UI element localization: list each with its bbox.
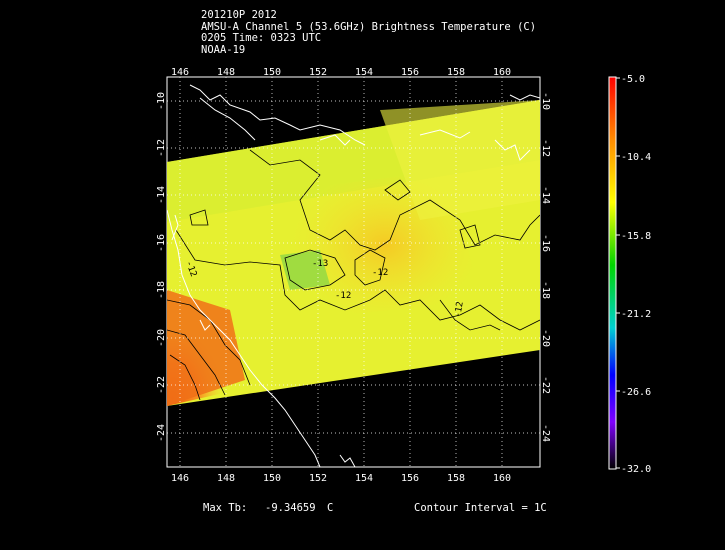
lat-tick-label: -12: [540, 139, 551, 157]
lat-labels-left: -10 -12 -14 -16 -18 -20 -22 -24: [156, 92, 167, 442]
lon-tick-label: 146: [171, 67, 189, 78]
lat-tick-label: -10: [156, 92, 167, 110]
contour-label: -12: [335, 291, 351, 301]
contour-label: -12: [453, 301, 466, 319]
max-tb-label: Max Tb:: [203, 502, 248, 514]
contour-label: -13: [312, 259, 328, 269]
colorbar-label: -26.6: [621, 387, 651, 398]
lon-tick-label: 150: [263, 473, 281, 484]
lat-tick-label: -22: [540, 376, 551, 394]
lat-tick-label: -24: [540, 424, 551, 442]
title-line-storm: 201210P 2012: [201, 9, 277, 21]
lat-tick-label: -18: [540, 281, 551, 299]
lat-tick-label: -20: [540, 329, 551, 347]
lat-tick-label: -22: [156, 376, 167, 394]
contour-interval: Contour Interval = 1C: [414, 502, 547, 514]
cold-region: [280, 250, 330, 290]
lon-tick-label: 154: [355, 67, 373, 78]
lat-tick-label: -14: [540, 186, 551, 204]
colorbar: [608, 76, 617, 470]
lat-tick-label: -20: [156, 329, 167, 347]
lat-tick-label: -10: [540, 92, 551, 110]
lon-tick-label: 146: [171, 473, 189, 484]
lon-tick-label: 160: [493, 67, 511, 78]
lon-tick-label: 148: [217, 67, 235, 78]
lon-tick-label: 152: [309, 473, 327, 484]
colorbar-label: -10.4: [621, 152, 651, 163]
lat-labels-right: -10 -12 -14 -16 -18 -20 -22 -24: [540, 92, 551, 442]
lon-tick-label: 156: [401, 473, 419, 484]
max-tb-unit: C: [327, 502, 334, 514]
title-line-time: 0205 Time: 0323 UTC: [201, 32, 322, 44]
lon-labels-top: 146 148 150 152 154 156 158 160: [171, 67, 511, 78]
contour-label: -12: [372, 268, 388, 278]
lon-tick-label: 154: [355, 473, 373, 484]
colorbar-label: -5.0: [621, 74, 645, 85]
lat-tick-label: -16: [156, 234, 167, 252]
lon-tick-label: 158: [447, 67, 465, 78]
lon-tick-label: 152: [309, 67, 327, 78]
lon-tick-label: 148: [217, 473, 235, 484]
lon-tick-label: 158: [447, 473, 465, 484]
lat-tick-label: -18: [156, 281, 167, 299]
lat-tick-label: -12: [156, 139, 167, 157]
colorbar-label: -15.8: [621, 231, 651, 242]
lon-labels-bottom: 146 148 150 152 154 156 158 160: [171, 473, 511, 484]
lon-tick-label: 156: [401, 67, 419, 78]
colorbar-label: -32.0: [621, 464, 651, 475]
title-line-satellite: NOAA-19: [201, 43, 246, 56]
lat-tick-label: -14: [156, 186, 167, 204]
colorbar-label: -21.2: [621, 309, 651, 320]
lat-tick-label: -24: [156, 424, 167, 442]
title-line-channel: AMSU-A Channel 5 (53.6GHz) Brightness Te…: [201, 20, 537, 33]
colorbar-labels: -5.0 -10.4 -15.8 -21.2 -26.6 -32.0: [616, 74, 651, 475]
contour-lines: [167, 149, 540, 401]
graticule: [167, 77, 540, 467]
max-tb-value: -9.34659: [265, 502, 316, 514]
lon-tick-label: 160: [493, 473, 511, 484]
coastline: [167, 84, 540, 467]
lon-tick-label: 150: [263, 67, 281, 78]
map-title: 201210P 2012 AMSU-A Channel 5 (53.6GHz) …: [201, 9, 537, 56]
contour-labels: -12 -12 -13 -12 -12: [183, 259, 466, 319]
lat-tick-label: -16: [540, 234, 551, 252]
